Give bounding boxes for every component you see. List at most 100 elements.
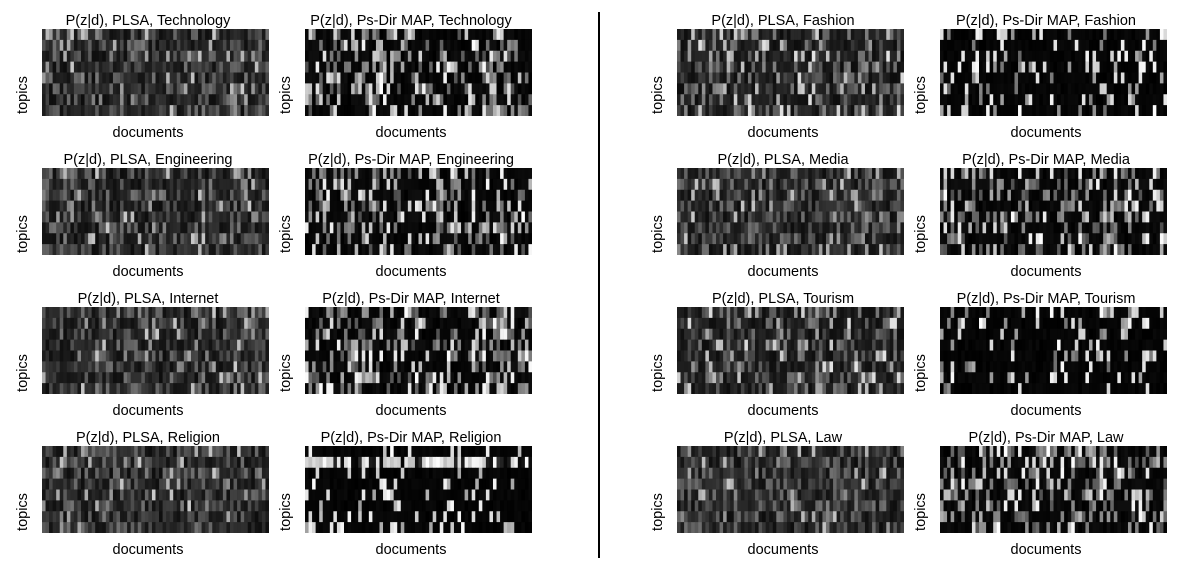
heatmap-cell	[141, 350, 146, 362]
heatmap-cell	[176, 383, 181, 394]
heatmap-cell	[305, 94, 309, 106]
heatmap-cell	[521, 446, 526, 458]
heatmap-cell	[677, 61, 681, 73]
heatmap-cell	[198, 244, 202, 255]
heatmap-cell	[698, 105, 703, 116]
heatmap-cell	[81, 233, 85, 245]
heatmap-cell	[169, 478, 174, 490]
heatmap-cell	[1049, 29, 1054, 41]
heatmap-cell	[383, 522, 387, 533]
x-axis-label: documents	[112, 542, 184, 558]
heatmap-cell	[801, 50, 805, 62]
heatmap-cell	[308, 29, 313, 41]
heatmap-cell	[524, 83, 529, 95]
heatmap-cell	[461, 511, 465, 523]
heatmap-cell	[261, 105, 266, 116]
heatmap-cell	[528, 361, 532, 373]
heatmap-cell	[365, 178, 370, 191]
heatmap-cell	[765, 105, 770, 116]
heatmap-cell	[198, 29, 202, 41]
heatmap-cell	[1088, 50, 1093, 62]
heatmap-cell	[205, 50, 210, 62]
heatmap-cell	[418, 244, 423, 255]
heatmap-cell	[517, 72, 522, 84]
heatmap-cell	[315, 244, 320, 255]
heatmap-cell	[390, 168, 394, 180]
heatmap-cell	[368, 361, 373, 373]
heatmap-cell	[510, 50, 515, 62]
heatmap-cell	[446, 83, 451, 95]
heatmap-cell	[333, 94, 338, 106]
heatmap-cell	[1078, 29, 1083, 41]
heatmap-cell	[326, 211, 331, 223]
heatmap-cell	[422, 211, 426, 223]
heatmap-cell	[1003, 61, 1008, 73]
heatmap-cell	[305, 29, 309, 41]
heatmap-cell	[56, 500, 61, 512]
heatmap-cell	[425, 189, 430, 201]
heatmap-cell	[439, 178, 444, 191]
heatmap-cell	[112, 511, 117, 523]
heatmap-cell	[425, 29, 430, 41]
heatmap-cell	[453, 39, 458, 52]
heatmap-cell	[379, 317, 384, 330]
heatmap-cell	[42, 83, 46, 95]
heatmap-cell	[312, 105, 316, 116]
heatmap-cell	[397, 83, 402, 95]
heatmap-cell	[414, 211, 419, 223]
heatmap-cell	[471, 307, 476, 319]
heatmap-cell	[347, 446, 352, 458]
heatmap-cell	[265, 478, 269, 490]
heatmap-cell	[1007, 72, 1012, 84]
heatmap-cell	[1085, 72, 1090, 84]
heatmap-cell	[425, 339, 430, 351]
heatmap-cell	[70, 328, 75, 340]
heatmap-cell	[375, 178, 380, 191]
heatmap-cell	[1135, 39, 1139, 52]
heatmap-cell	[471, 83, 476, 95]
heatmap-cell	[961, 83, 966, 95]
heatmap-cell	[375, 339, 380, 351]
heatmap-cell	[329, 478, 334, 490]
heatmap-cell	[372, 61, 377, 73]
heatmap-cell	[468, 339, 473, 351]
heatmap-cell	[226, 222, 231, 234]
heatmap-cell	[183, 511, 188, 523]
heatmap-cell	[84, 94, 89, 106]
heatmap-cell	[105, 467, 110, 479]
heatmap-cell	[215, 383, 220, 394]
heatmap-cell	[836, 29, 841, 41]
heatmap-cell	[116, 511, 121, 523]
heatmap-cell	[964, 29, 969, 41]
heatmap-cell	[457, 50, 462, 62]
heatmap-cell	[198, 328, 202, 340]
heatmap-cell	[226, 61, 231, 73]
panel-title: P(z|d), PLSA, Fashion	[711, 13, 855, 29]
heatmap-cell	[144, 72, 149, 84]
heatmap-cell	[183, 233, 188, 245]
heatmap-cell	[176, 200, 181, 212]
heatmap-cell	[63, 29, 68, 41]
heatmap-cell	[457, 200, 462, 212]
heatmap-cell	[183, 307, 188, 319]
heatmap-cell	[723, 50, 727, 62]
heatmap-cell	[517, 61, 522, 73]
heatmap-cell	[900, 39, 904, 52]
heatmap-cell	[1120, 39, 1125, 52]
heatmap-cell	[326, 339, 331, 351]
heatmap-cell	[375, 94, 380, 106]
heatmap-cell	[173, 456, 178, 469]
heatmap-cell	[73, 489, 78, 501]
heatmap-cell	[468, 361, 473, 373]
heatmap-cell	[801, 83, 805, 95]
heatmap-cell	[261, 489, 266, 501]
heatmap-cell	[446, 168, 451, 180]
heatmap-cell	[489, 72, 494, 84]
heatmap-cell	[109, 211, 114, 223]
heatmap-cell	[42, 168, 46, 180]
heatmap-cell	[432, 189, 437, 201]
heatmap-cell	[436, 489, 441, 501]
heatmap-cell	[233, 467, 238, 479]
heatmap-cell	[386, 307, 391, 319]
heatmap-cell	[765, 83, 770, 95]
